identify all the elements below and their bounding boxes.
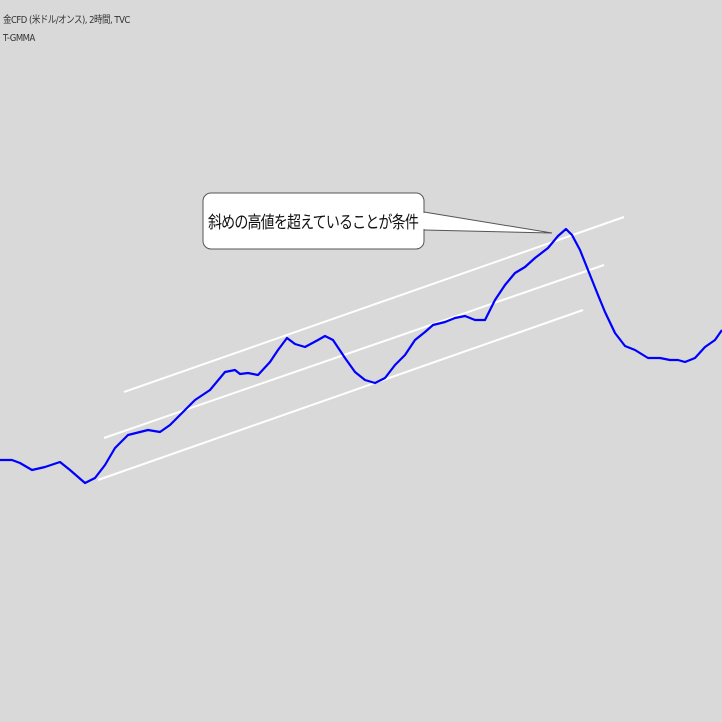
trendline-1	[123, 216, 625, 393]
annotation-callout: 斜めの高値を超えていることが条件	[202, 192, 553, 250]
trendline-2	[103, 264, 605, 439]
indicator-label: T-GMMA	[3, 33, 35, 44]
price-series-line	[0, 227, 722, 485]
trendline-3	[97, 309, 584, 481]
annotation-text: 斜めの高値を超えていることが条件	[208, 213, 419, 233]
chart-title: 金CFD (米ドル/オンス), 2時間, TVC	[3, 15, 130, 26]
